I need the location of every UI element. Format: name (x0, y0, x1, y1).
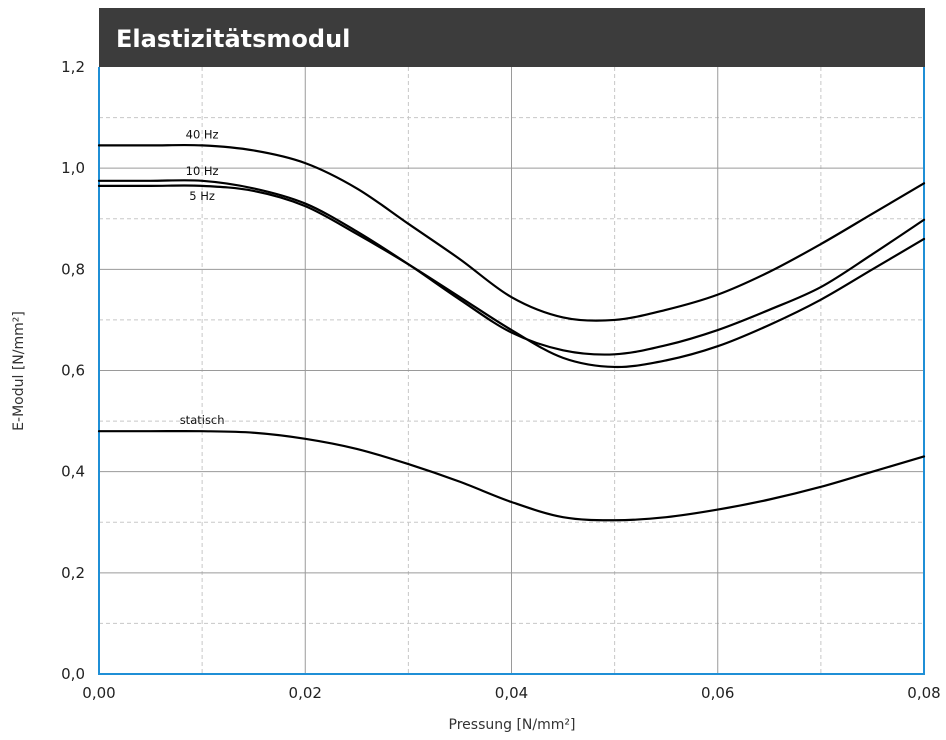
chart-title: Elastizitätsmodul (116, 25, 350, 53)
y-axis-title: E-Modul [N/mm²] (11, 311, 27, 431)
y-tick-label: 0,2 (61, 564, 85, 582)
y-tick-label: 0,8 (61, 260, 85, 278)
grid (99, 67, 924, 674)
series-label-statisch: statisch (180, 413, 225, 427)
x-tick-label: 0,06 (701, 684, 734, 702)
y-tick-label: 0,0 (61, 665, 85, 683)
x-tick-label: 0,04 (495, 684, 528, 702)
x-tick-label: 0,08 (907, 684, 940, 702)
axes (98, 67, 925, 675)
y-tick-label: 0,4 (61, 463, 85, 481)
title-bar (99, 8, 925, 67)
series-line-5-hz (97, 184, 926, 369)
series-labels: 40 Hz 10 Hz 5 Hz statisch (180, 127, 225, 427)
y-tick-label: 1,0 (61, 159, 85, 177)
x-tick-label: 0,02 (289, 684, 322, 702)
series-label-10-hz: 10 Hz (186, 164, 219, 178)
series-lines (97, 143, 926, 522)
x-tick-label: 0,00 (82, 684, 115, 702)
series-label-40-hz: 40 Hz (186, 127, 219, 141)
series-line-10-hz (97, 179, 926, 356)
x-axis-title: Pressung [N/mm²] (449, 717, 576, 733)
y-tick-labels: 0,0 0,2 0,4 0,6 0,8 1,0 1,2 (61, 58, 85, 683)
y-tick-label: 1,2 (61, 58, 85, 76)
series-label-5-hz: 5 Hz (189, 189, 215, 203)
x-tick-labels: 0,00 0,02 0,04 0,06 0,08 (82, 684, 940, 702)
y-tick-label: 0,6 (61, 362, 85, 380)
series-line-statisch (97, 429, 926, 522)
series-line-40-hz (97, 143, 926, 322)
